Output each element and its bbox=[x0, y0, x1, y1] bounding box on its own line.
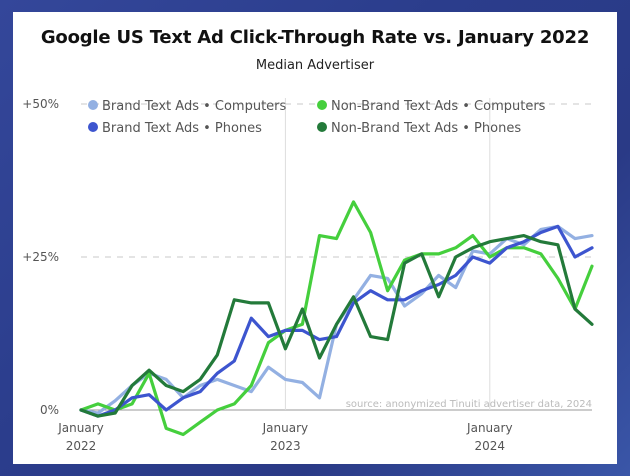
legend-item: Brand Text Ads • Computers bbox=[88, 99, 287, 114]
x-tick-label-year: 2022 bbox=[66, 439, 97, 453]
chart-card: Google US Text Ad Click-Through Rate vs.… bbox=[13, 12, 617, 464]
chart-title: Google US Text Ad Click-Through Rate vs.… bbox=[40, 27, 590, 48]
chart-subtitle: Median Advertiser bbox=[255, 58, 375, 73]
legend-item: Non-Brand Text Ads • Phones bbox=[317, 121, 521, 136]
legend-marker bbox=[317, 100, 327, 110]
legend-label: Brand Text Ads • Phones bbox=[102, 121, 262, 136]
series-line-2 bbox=[79, 224, 594, 418]
line-chart: 0% +25% +50% January 2022 January 2023 January 2… bbox=[22, 97, 594, 453]
legend-marker bbox=[317, 122, 327, 132]
legend-item: Non-Brand Text Ads • Computers bbox=[317, 99, 546, 114]
y-tick-label: +25% bbox=[22, 250, 59, 264]
source-layer: source: anonymized Tinuiti advertiser da… bbox=[346, 399, 592, 410]
x-tick-label-month: January bbox=[57, 421, 104, 435]
series-line-3 bbox=[79, 234, 594, 418]
legend: Brand Text Ads • Computers Non-Brand Text… bbox=[88, 99, 546, 136]
series-layer bbox=[79, 200, 594, 437]
x-tick-label-month: January bbox=[262, 421, 309, 435]
legend-marker bbox=[88, 100, 98, 110]
series-line-0 bbox=[79, 224, 594, 415]
legend-label: Brand Text Ads • Computers bbox=[102, 99, 287, 114]
grid-layer bbox=[81, 98, 592, 411]
y-tick-label: 0% bbox=[40, 403, 59, 417]
y-tick-label: +50% bbox=[22, 97, 59, 111]
legend-label: Non-Brand Text Ads • Phones bbox=[331, 121, 521, 136]
axis-labels: 0% +25% +50% January 2022 January 2023 January 2… bbox=[22, 97, 512, 453]
source-note: source: anonymized Tinuiti advertiser da… bbox=[346, 399, 592, 410]
legend-item: Brand Text Ads • Phones bbox=[88, 121, 262, 136]
x-tick-label-year: 2024 bbox=[475, 439, 506, 453]
legend-label: Non-Brand Text Ads • Computers bbox=[331, 99, 546, 114]
x-tick-label-month: January bbox=[466, 421, 513, 435]
legend-marker bbox=[88, 122, 98, 132]
x-tick-label-year: 2023 bbox=[270, 439, 301, 453]
